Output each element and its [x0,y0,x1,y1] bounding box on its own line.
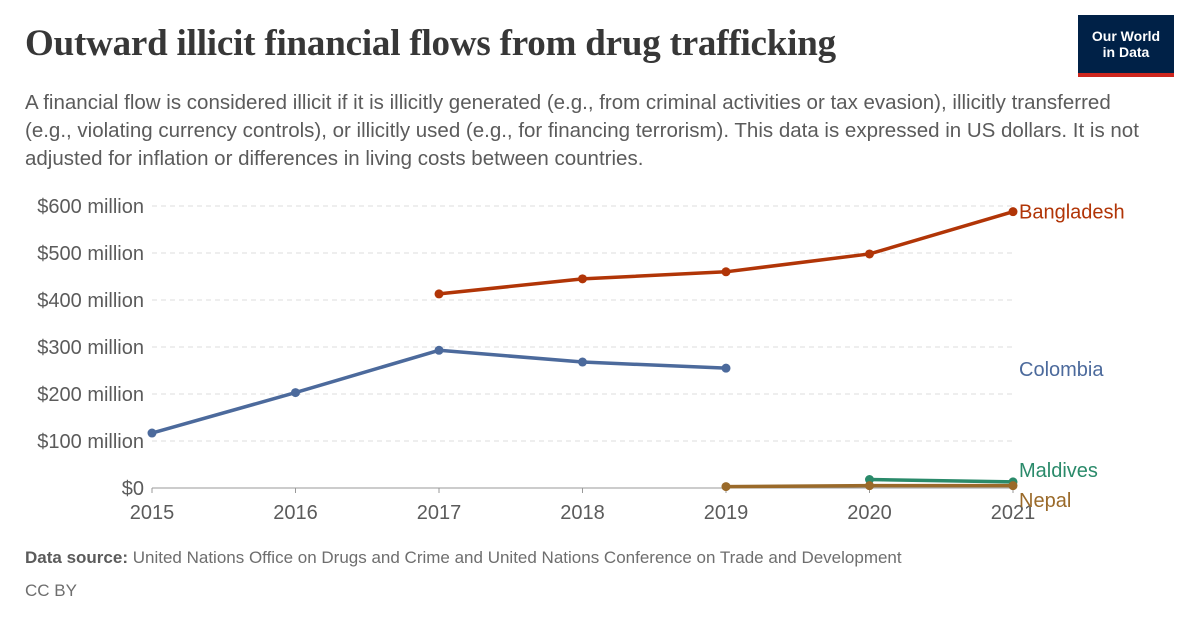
series-label-bangladesh[interactable]: Bangladesh [1019,202,1125,224]
data-point-bangladesh[interactable] [578,274,587,284]
data-point-bangladesh[interactable] [1008,207,1018,217]
data-point-nepal[interactable] [721,482,731,492]
series-label-nepal[interactable]: Nepal [1019,490,1071,512]
y-tick-label: $400 million [37,290,144,312]
series-bangladesh[interactable] [434,207,1018,299]
series-nepal[interactable] [721,481,1018,492]
series-labels: Bangladesh Colombia Maldives Nepal [1019,202,1125,512]
x-tick-label: 2016 [273,502,318,524]
line-chart: $0 $100 million $200 million $300 million $4… [37,196,1125,524]
chart-subtitle: A financial flow is considered illicit i… [25,91,1139,170]
x-tick-label: 2018 [560,502,605,524]
y-tick-label: $200 million [37,384,144,406]
data-source-text: United Nations Office on Drugs and Crime… [132,548,902,567]
data-point-colombia[interactable] [721,363,731,373]
chart-title: Outward illicit financial flows from dru… [25,23,836,64]
logo-line-2: in Data [1102,44,1150,60]
logo-line-1: Our World [1091,28,1161,44]
x-tick-label: 2021 [991,502,1036,524]
data-point-bangladesh[interactable] [721,267,731,277]
x-tick-label: 2015 [130,502,175,524]
series-label-colombia[interactable]: Colombia [1019,359,1104,381]
gridlines [152,205,1013,442]
y-tick-label: $0 [122,478,144,500]
y-tick-label: $300 million [37,337,144,359]
x-tick-label: 2017 [417,502,462,524]
series-lines [147,207,1018,492]
series-line-maldives[interactable] [867,477,1015,484]
data-point-nepal[interactable] [1008,481,1018,491]
x-tick-label: 2020 [847,502,892,524]
series-label-maldives[interactable]: Maldives [1019,460,1098,482]
data-point-colombia[interactable] [147,428,157,438]
owid-logo[interactable]: Our World in Data [1078,15,1174,77]
data-point-colombia[interactable] [434,345,444,355]
series-colombia[interactable] [147,345,731,438]
data-point-bangladesh[interactable] [434,289,444,299]
y-tick-label: $100 million [37,431,144,453]
data-source: Data source: United Nations Office on Dr… [25,548,902,568]
x-tick-label: 2019 [704,502,749,524]
data-point-colombia[interactable] [578,357,587,367]
data-point-bangladesh[interactable] [865,249,874,259]
data-point-nepal[interactable] [865,481,874,491]
y-tick-label: $500 million [37,243,144,265]
data-source-label: Data source: [25,548,128,567]
data-point-colombia[interactable] [291,388,300,398]
license[interactable]: CC BY [25,581,77,600]
y-tick-label: $600 million [37,196,144,218]
series-line-colombia[interactable] [150,348,728,435]
